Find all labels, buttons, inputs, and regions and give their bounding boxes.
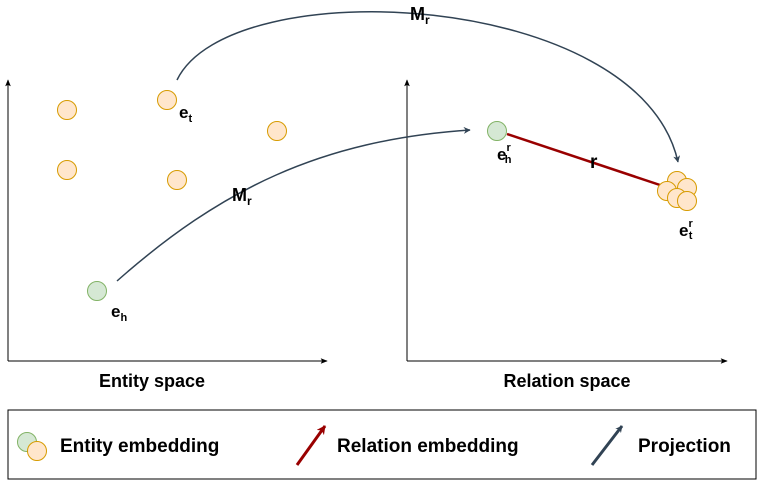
entity-node [167, 170, 187, 190]
entity-node [57, 100, 77, 120]
label-m-r-mid: Mr [232, 185, 252, 208]
label-r: r [590, 152, 598, 173]
entity-node [57, 160, 77, 180]
label-m-r-top: Mr [410, 4, 430, 27]
projected-head-node [487, 121, 507, 141]
label-e-t: et [179, 103, 192, 125]
legend-relation-embedding: Relation embedding [337, 436, 519, 457]
entity-node [677, 191, 697, 211]
entity-node-head [87, 281, 107, 301]
entity-embedding-icon [17, 432, 47, 461]
projection-arrow-icon [590, 425, 624, 466]
label-e-t-r: er t [679, 218, 693, 242]
entity-node-tail [157, 90, 177, 110]
projection-arrow-mid [116, 126, 471, 282]
relation-vector-r [506, 132, 682, 194]
entity-space-axes [5, 79, 328, 364]
legend: Entity embedding Relation embedding Proj… [7, 409, 757, 480]
projection-arrow-top [176, 11, 681, 163]
caption-relation-space: Relation space [503, 371, 630, 391]
relation-arrow-icon [295, 425, 327, 466]
label-e-h-r: er h [497, 142, 512, 166]
legend-projection: Projection [638, 436, 731, 457]
label-e-h: eh [111, 302, 127, 324]
legend-entity-embedding: Entity embedding [60, 436, 219, 457]
projected-tail-cluster [657, 171, 697, 211]
relation-space-axes [404, 79, 728, 364]
entity-nodes [57, 90, 287, 301]
legend-box [7, 409, 757, 480]
caption-entity-space: Entity space [99, 371, 205, 391]
entity-node [267, 121, 287, 141]
